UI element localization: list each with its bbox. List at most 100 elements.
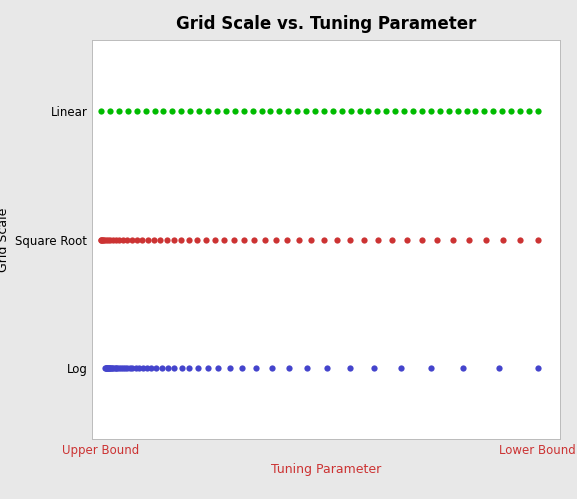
Point	[271, 236, 280, 244]
Point	[359, 236, 368, 244]
Point	[155, 236, 164, 244]
Point	[102, 364, 111, 372]
Point	[132, 107, 141, 115]
Y-axis label: Grid Scale: Grid Scale	[0, 207, 10, 272]
Point	[142, 364, 151, 372]
Point	[449, 236, 458, 244]
Point	[479, 107, 489, 115]
Point	[252, 364, 261, 372]
Point	[162, 236, 171, 244]
Point	[213, 364, 223, 372]
Point	[115, 236, 124, 244]
Point	[417, 107, 426, 115]
Point	[111, 236, 121, 244]
Point	[177, 107, 186, 115]
Point	[193, 236, 202, 244]
Point	[248, 107, 257, 115]
Point	[426, 107, 436, 115]
Point	[294, 236, 304, 244]
Point	[310, 107, 320, 115]
Point	[132, 236, 141, 244]
Point	[323, 364, 332, 372]
Point	[229, 236, 238, 244]
Point	[201, 236, 211, 244]
Point	[524, 107, 534, 115]
Point	[125, 364, 134, 372]
Point	[141, 107, 150, 115]
Point	[157, 364, 166, 372]
Point	[170, 364, 179, 372]
Point	[103, 236, 112, 244]
Point	[106, 364, 115, 372]
Point	[382, 107, 391, 115]
Point	[369, 364, 379, 372]
Point	[107, 364, 116, 372]
Point	[465, 236, 474, 244]
Point	[332, 236, 342, 244]
Point	[106, 107, 115, 115]
Point	[159, 107, 168, 115]
Point	[481, 236, 490, 244]
Point	[104, 364, 113, 372]
Point	[497, 107, 507, 115]
Point	[97, 236, 106, 244]
Point	[238, 364, 247, 372]
Point	[396, 364, 406, 372]
Point	[168, 107, 177, 115]
Point	[106, 236, 115, 244]
Point	[204, 107, 213, 115]
Point	[122, 364, 132, 372]
Point	[409, 107, 418, 115]
Point	[507, 107, 516, 115]
Point	[458, 364, 467, 372]
Point	[373, 107, 382, 115]
Point	[515, 107, 524, 115]
Point	[137, 236, 147, 244]
Point	[494, 364, 503, 372]
Point	[103, 364, 112, 372]
Point	[399, 107, 409, 115]
Point	[284, 107, 293, 115]
Point	[185, 364, 194, 372]
Point	[301, 107, 310, 115]
Point	[328, 107, 338, 115]
Point	[103, 364, 113, 372]
Point	[193, 364, 203, 372]
Point	[128, 364, 137, 372]
Point	[319, 236, 328, 244]
Point	[143, 236, 152, 244]
Point	[177, 364, 186, 372]
Point	[212, 107, 222, 115]
Point	[108, 364, 117, 372]
Point	[152, 364, 161, 372]
Point	[118, 236, 128, 244]
Point	[99, 236, 108, 244]
Point	[138, 364, 147, 372]
Point	[114, 107, 123, 115]
Point	[355, 107, 364, 115]
Point	[96, 236, 106, 244]
Point	[257, 107, 266, 115]
Point	[96, 107, 106, 115]
Point	[116, 364, 125, 372]
Point	[275, 107, 284, 115]
Point	[319, 107, 328, 115]
Point	[346, 236, 355, 244]
Point	[118, 364, 128, 372]
Point	[185, 236, 194, 244]
Point	[96, 236, 106, 244]
Point	[105, 364, 114, 372]
Point	[373, 236, 383, 244]
Point	[337, 107, 346, 115]
Point	[194, 107, 204, 115]
Point	[98, 236, 107, 244]
Point	[284, 364, 293, 372]
Point	[302, 364, 312, 372]
Point	[101, 364, 110, 372]
Point	[516, 236, 525, 244]
Point	[283, 236, 292, 244]
Title: Grid Scale vs. Tuning Parameter: Grid Scale vs. Tuning Parameter	[176, 15, 476, 33]
Point	[260, 236, 269, 244]
Point	[499, 236, 508, 244]
Point	[163, 364, 173, 372]
